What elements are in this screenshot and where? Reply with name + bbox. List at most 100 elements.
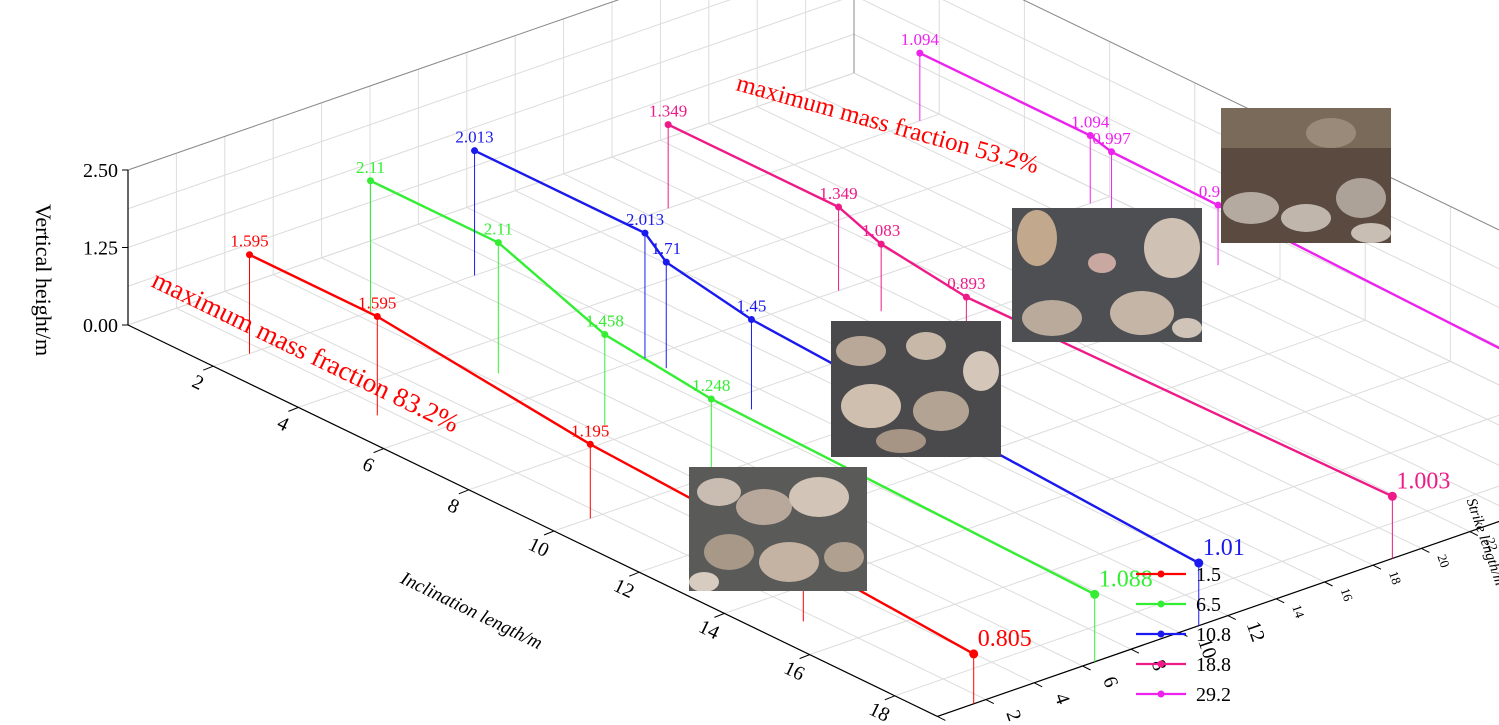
data-point (586, 440, 594, 448)
series-18.8: 1.349 1.349 1.083 0.893 1.003 (649, 102, 1450, 559)
y-tick-mark (937, 715, 946, 721)
rock-photo-3 (1012, 208, 1202, 342)
data-label: 0.997 (1092, 129, 1131, 148)
data-point (601, 331, 609, 339)
y-tick-label: 16 (1338, 586, 1357, 604)
floor-grid-line (809, 414, 1499, 656)
data-point (664, 121, 672, 129)
data-point (707, 395, 715, 403)
x-tick-label: 2 (189, 371, 208, 395)
data-label: 1.094 (1071, 112, 1110, 131)
floor-grid-line (383, 196, 1110, 450)
data-point (641, 229, 649, 237)
x-tick-label: 6 (359, 453, 378, 477)
y-tick-label: 6 (1098, 674, 1122, 691)
data-point (1086, 131, 1094, 139)
side-grid-line (127, 33, 855, 287)
data-point (471, 147, 479, 155)
x-tick-mark (629, 571, 640, 577)
z-tick-label: 0.00 (83, 315, 118, 337)
legend-marker (1157, 660, 1165, 668)
y-tick-label: 18 (1386, 569, 1404, 586)
y-tick-mark (1469, 531, 1479, 537)
data-point (1214, 201, 1222, 209)
data-label: 1.595 (230, 232, 268, 251)
y-tick-mark (985, 699, 995, 705)
legend-label: 6.5 (1196, 594, 1221, 616)
data-point (373, 313, 381, 321)
data-label: 2.013 (626, 210, 664, 229)
y-tick-label: 22 (1483, 536, 1499, 553)
data-label: 1.595 (358, 294, 396, 313)
frame-edge (127, 0, 620, 171)
floor-grid-line (805, 89, 1499, 426)
x-tick-mark (373, 448, 384, 454)
data-point (1194, 558, 1204, 568)
rock-photo-1 (689, 467, 867, 591)
data-label: 1.088 (1099, 566, 1153, 592)
x-tick-label: 4 (274, 412, 293, 436)
floor-grid-line (894, 485, 1499, 697)
floor-grid-line (611, 156, 1422, 549)
data-point (962, 293, 970, 301)
legend-marker (1157, 600, 1165, 608)
data-label: 0.893 (947, 274, 985, 293)
data-label: 1.349 (649, 102, 687, 121)
legend-entry: 29.2 (1136, 684, 1231, 706)
y-tick-label: 4 (1050, 691, 1074, 708)
floor-grid-line (224, 290, 1035, 684)
data-label: 1.71 (651, 239, 681, 258)
x-tick-label: 8 (444, 494, 463, 518)
rock-photo-2 (831, 321, 1001, 457)
frame-edge (937, 520, 1499, 717)
data-label: 1.349 (819, 184, 857, 203)
y-tick-mark (1372, 564, 1382, 570)
y-tick-mark (1082, 665, 1091, 671)
x-tick-mark (288, 406, 299, 412)
data-point (246, 251, 253, 259)
x-tick-label: 10 (525, 533, 553, 562)
y-tick-label: 12 (1242, 619, 1269, 645)
legend-entry: 10.8 (1136, 624, 1231, 646)
data-label: 2.013 (455, 128, 493, 147)
y-tick-mark (1033, 682, 1043, 688)
x-tick-label: 18 (866, 698, 894, 725)
data-point (1090, 589, 1100, 599)
legend-entry: 1.5 (1136, 564, 1221, 586)
legend-entry: 18.8 (1136, 654, 1231, 676)
y-tick-label: 14 (1289, 603, 1308, 621)
legend-entry: 6.5 (1136, 594, 1221, 616)
data-label: 1.083 (862, 221, 900, 240)
y-tick-mark (1421, 547, 1430, 553)
z-axis-title: Vertical height/m (31, 204, 56, 356)
data-point (877, 240, 885, 248)
data-point (367, 177, 374, 185)
floor-grid-line (272, 274, 1083, 667)
data-label: 1.003 (1396, 468, 1450, 494)
data-point (1387, 491, 1397, 501)
legend-label: 10.8 (1196, 624, 1231, 646)
legend-marker (1157, 630, 1165, 638)
z-tick-label: 2.50 (83, 160, 118, 182)
side-grid-line (127, 0, 843, 248)
data-label: 2.11 (484, 220, 513, 239)
side-grid-line (127, 72, 855, 326)
floor-grid-line (213, 113, 940, 367)
back-grid-line (853, 72, 1499, 386)
y-tick-mark (1130, 648, 1140, 654)
x-tick-label: 12 (610, 575, 638, 604)
data-point (1108, 148, 1116, 156)
annotation-mass-fraction-2: maximum mass fraction 53.2% (733, 70, 1041, 180)
floor-grid-line (369, 240, 1180, 633)
x-tick-mark (543, 530, 555, 536)
y-axis-title: Strike length/m (1463, 496, 1499, 588)
chart-legend: 1.5 6.5 10.8 18.8 29.2 (1136, 564, 1231, 706)
z-tick-label: 1.25 (83, 238, 118, 260)
legend-label: 18.8 (1196, 654, 1231, 676)
data-label: 1.01 (1203, 535, 1245, 561)
y-tick-mark (1227, 615, 1237, 621)
data-label: 0.805 (978, 626, 1032, 652)
data-point (494, 239, 502, 247)
